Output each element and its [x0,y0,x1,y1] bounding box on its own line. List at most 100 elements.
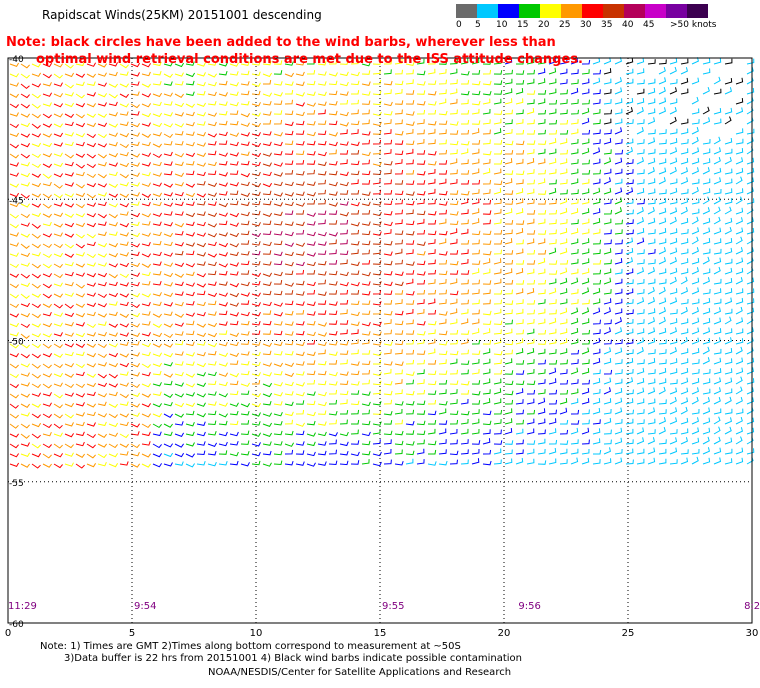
wind-barb [339,99,349,105]
wind-barb [108,162,118,167]
wind-barb [526,448,535,455]
wind-barb [130,111,140,116]
wind-barb [614,298,623,305]
wind-barb [97,353,107,359]
wind-barb [603,319,612,325]
wind-barb [680,417,689,425]
wind-barb [570,119,579,125]
wind-barb [273,202,283,207]
wind-barb [449,149,458,155]
wind-barb [350,71,360,77]
wind-barb [559,119,569,125]
wind-barb [339,171,349,177]
wind-barb [383,448,392,455]
wind-barb [262,350,272,356]
wind-barb [317,279,326,285]
wind-barb [317,450,327,456]
wind-barb [130,141,140,147]
wind-barb [152,343,163,348]
wind-barb [130,192,140,197]
wind-barb [361,119,370,125]
wind-barb [559,179,568,185]
wind-barb [108,153,119,158]
wind-barb [537,329,547,335]
wind-barb [504,238,513,245]
wind-barb [493,70,503,75]
wind-barb [20,423,30,429]
wind-barb [251,311,261,317]
wind-barb [86,403,97,408]
wind-barb [174,331,184,336]
wind-barb [141,213,152,218]
wind-barb [636,57,645,65]
wind-barb [669,437,678,445]
wind-barb [64,161,74,167]
wind-barb [603,149,612,155]
wind-barb [559,398,568,405]
wind-barb [328,210,338,215]
wind-barb [537,448,546,455]
wind-barb [394,248,403,255]
wind-barb [449,88,458,95]
wind-barb [31,233,41,239]
wind-barb [746,298,755,305]
wind-barb [449,278,458,285]
wind-barb [581,347,590,355]
wind-barb [438,318,447,325]
wind-barb [702,58,711,65]
wind-barb [20,282,31,288]
wind-barb [482,219,491,225]
wind-barb [680,306,688,315]
wind-barb [350,370,360,376]
wind-barb [526,458,535,465]
wind-barb [680,358,689,365]
wind-barb [603,387,611,395]
wind-barb [603,298,612,305]
wind-barb [42,173,52,179]
wind-barb [42,383,52,389]
wind-barb [163,353,174,358]
wind-barb [515,299,524,305]
wind-barb [471,90,481,96]
wind-barb [141,63,152,68]
wind-barb [306,281,316,287]
wind-barb [119,162,130,168]
wind-barb [130,103,140,109]
wind-barb [119,151,129,157]
wind-barb [42,402,52,407]
wind-barb [449,308,458,315]
wind-barb [504,208,513,215]
wind-barb [75,213,86,218]
wind-barb [9,172,19,177]
wind-barb [152,122,163,128]
wind-barb [86,113,96,118]
wind-barb [438,420,448,425]
wind-barb [570,439,579,445]
wind-barb [702,68,711,75]
wind-barb [471,80,481,86]
wind-barb [614,157,623,165]
wind-barb [702,457,711,465]
wind-barb [438,460,448,466]
grid-lines [8,58,752,623]
legend-swatch [561,4,582,18]
wind-barb [53,152,63,157]
wind-barb [383,210,393,216]
wind-barb [383,361,393,366]
wind-barb [647,349,656,355]
wind-barb [207,420,217,426]
wind-barb [295,280,305,286]
wind-barb [471,128,480,135]
wind-barb [141,182,151,187]
wind-barb [174,393,185,398]
wind-barb [603,157,612,165]
wind-barb [9,433,20,438]
wind-barb [460,129,470,135]
wind-barb [669,247,678,255]
wind-barb [416,359,425,365]
wind-barb [53,453,64,458]
wind-barb [702,427,711,435]
wind-barb [592,337,601,345]
wind-barb [735,457,744,465]
wind-barb [64,253,74,258]
